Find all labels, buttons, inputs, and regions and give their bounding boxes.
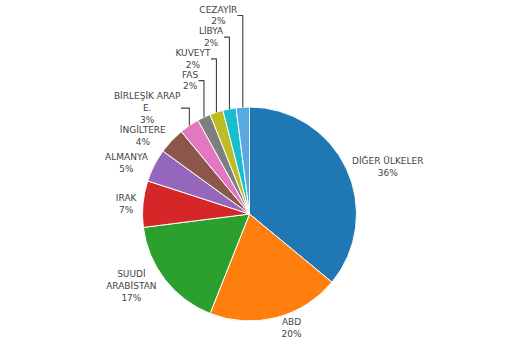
svg-text:ALMANYA5%: ALMANYA5% <box>105 152 149 174</box>
svg-text:İNGİLTERE4%: İNGİLTERE4% <box>120 125 166 147</box>
svg-text:BİRLEŞİK ARAPE.3%: BİRLEŞİK ARAPE.3% <box>114 91 181 124</box>
svg-text:CEZAYİR2%: CEZAYİR2% <box>199 5 237 27</box>
svg-text:SUUDİARABİSTAN17%: SUUDİARABİSTAN17% <box>106 269 156 302</box>
svg-text:IRAK7%: IRAK7% <box>116 193 138 215</box>
svg-text:FAS2%: FAS2% <box>182 70 199 92</box>
svg-text:KUVEYT2%: KUVEYT2% <box>175 48 211 70</box>
svg-text:LİBYA2%: LİBYA2% <box>199 26 224 48</box>
svg-text:DİĞER ÜLKELER36%: DİĞER ÜLKELER36% <box>352 155 424 178</box>
svg-text:ABD20%: ABD20% <box>282 317 302 339</box>
